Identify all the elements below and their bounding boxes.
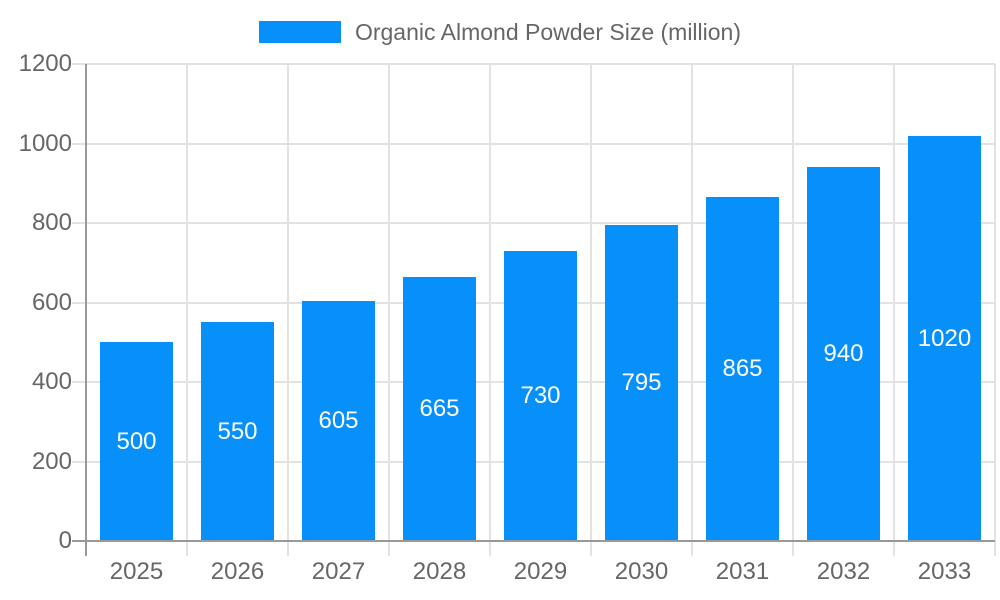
bar[interactable]: 730 bbox=[504, 251, 577, 541]
bar-value-label: 795 bbox=[621, 369, 662, 396]
gridline-horizontal bbox=[72, 222, 995, 224]
y-tick-label: 400 bbox=[31, 368, 72, 395]
bar-value-label: 550 bbox=[217, 417, 258, 445]
bar[interactable]: 605 bbox=[302, 301, 375, 541]
bar-value-label: 605 bbox=[318, 407, 359, 434]
bar-value-label: 500 bbox=[116, 427, 157, 455]
gridline-vertical bbox=[893, 64, 895, 556]
gridline-vertical bbox=[590, 64, 592, 556]
y-tick-label: 800 bbox=[31, 209, 72, 236]
bar-value-label: 865 bbox=[722, 355, 763, 382]
x-tick-label: 2029 bbox=[513, 558, 568, 585]
x-tick-label: 2031 bbox=[715, 558, 770, 585]
x-tick-label: 2025 bbox=[109, 558, 164, 585]
y-tick-label: 0 bbox=[58, 527, 72, 554]
gridline-vertical bbox=[792, 64, 794, 556]
gridline-vertical bbox=[186, 64, 188, 556]
legend-label: Organic Almond Powder Size (million) bbox=[354, 19, 742, 45]
gridline-vertical bbox=[287, 64, 289, 556]
y-tick-label: 200 bbox=[31, 447, 72, 475]
bar-value-label: 1020 bbox=[917, 324, 972, 352]
plot-area: 500 550 605 665 730 795 865 940 1020 bbox=[72, 63, 996, 556]
x-tick-label: 2026 bbox=[210, 558, 265, 585]
bar[interactable]: 1020 bbox=[908, 136, 981, 541]
legend[interactable]: Organic Almond Powder Size (million) bbox=[0, 19, 1000, 45]
gridline-vertical bbox=[489, 64, 491, 556]
x-tick-label: 2030 bbox=[614, 558, 669, 585]
bar[interactable]: 500 bbox=[100, 342, 173, 541]
gridline-vertical bbox=[994, 64, 996, 556]
gridline-vertical bbox=[388, 64, 390, 556]
x-tick-label: 2032 bbox=[816, 558, 871, 585]
bar[interactable]: 940 bbox=[807, 167, 880, 541]
bar[interactable]: 665 bbox=[403, 277, 476, 541]
bar-value-label: 665 bbox=[419, 395, 460, 422]
bar-value-label: 730 bbox=[520, 382, 561, 409]
gridline-horizontal bbox=[72, 142, 995, 145]
x-tick-label: 2027 bbox=[311, 558, 366, 585]
legend-swatch bbox=[258, 21, 341, 43]
gridline-horizontal bbox=[72, 63, 995, 65]
x-axis-line bbox=[72, 540, 995, 542]
bar[interactable]: 795 bbox=[605, 225, 678, 541]
bar[interactable]: 550 bbox=[201, 322, 274, 541]
x-tick-label: 2028 bbox=[412, 558, 467, 585]
bar[interactable]: 865 bbox=[706, 197, 779, 541]
y-tick-label: 1200 bbox=[18, 50, 72, 77]
gridline-vertical bbox=[691, 64, 693, 556]
y-tick-label: 1000 bbox=[18, 129, 72, 157]
bar-value-label: 940 bbox=[823, 340, 864, 367]
y-axis-line bbox=[85, 64, 87, 556]
y-tick-label: 600 bbox=[31, 288, 72, 316]
x-tick-label: 2033 bbox=[917, 558, 972, 585]
